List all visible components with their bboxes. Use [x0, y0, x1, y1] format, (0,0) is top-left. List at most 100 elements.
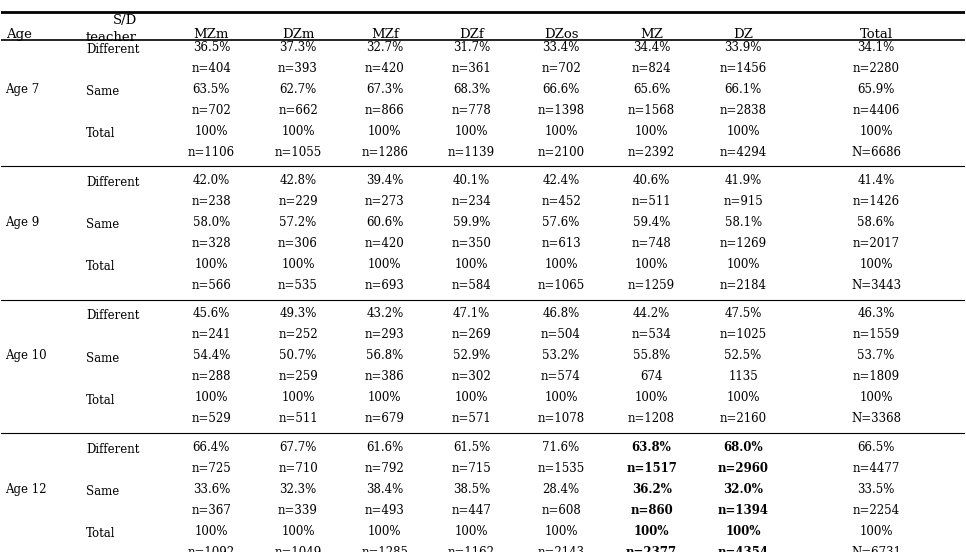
Text: 100%: 100% [194, 125, 228, 138]
Text: 100%: 100% [634, 525, 669, 538]
Text: n=571: n=571 [451, 412, 492, 426]
Text: 59.4%: 59.4% [633, 216, 670, 229]
Text: n=860: n=860 [630, 504, 673, 517]
Text: N=3368: N=3368 [851, 412, 901, 426]
Text: n=2160: n=2160 [720, 412, 767, 426]
Text: n=361: n=361 [451, 62, 492, 75]
Text: 100%: 100% [859, 391, 893, 405]
Text: n=1092: n=1092 [187, 546, 235, 552]
Text: N=3443: N=3443 [851, 279, 901, 292]
Text: n=420: n=420 [365, 62, 405, 75]
Text: 100%: 100% [544, 391, 578, 405]
Text: DZos: DZos [544, 28, 579, 41]
Text: n=702: n=702 [541, 62, 581, 75]
Text: DZf: DZf [459, 28, 484, 41]
Text: 36.5%: 36.5% [192, 41, 230, 54]
Text: 47.5%: 47.5% [724, 307, 762, 320]
Text: 100%: 100% [368, 258, 402, 271]
Text: 46.8%: 46.8% [542, 307, 580, 320]
Text: n=511: n=511 [632, 195, 671, 208]
Text: n=1809: n=1809 [852, 370, 899, 384]
Text: 56.8%: 56.8% [366, 349, 404, 363]
Text: 100%: 100% [859, 525, 893, 538]
Text: n=2254: n=2254 [852, 504, 899, 517]
Text: n=293: n=293 [365, 328, 405, 341]
Text: n=715: n=715 [451, 461, 492, 475]
Text: 40.1%: 40.1% [453, 174, 490, 187]
Text: Different: Different [86, 176, 139, 189]
Text: n=1139: n=1139 [448, 146, 495, 159]
Text: 100%: 100% [368, 391, 402, 405]
Text: 100%: 100% [455, 391, 488, 405]
Text: 100%: 100% [194, 525, 228, 538]
Text: 28.4%: 28.4% [543, 482, 580, 496]
Text: n=2017: n=2017 [852, 237, 899, 250]
Text: n=273: n=273 [365, 195, 405, 208]
Text: n=662: n=662 [278, 104, 318, 117]
Text: n=1259: n=1259 [628, 279, 675, 292]
Text: n=1398: n=1398 [537, 104, 584, 117]
Text: n=1285: n=1285 [361, 546, 409, 552]
Text: n=493: n=493 [365, 504, 405, 517]
Text: 67.3%: 67.3% [366, 83, 404, 96]
Text: n=778: n=778 [451, 104, 492, 117]
Text: 41.4%: 41.4% [858, 174, 895, 187]
Text: 62.7%: 62.7% [279, 83, 317, 96]
Text: n=574: n=574 [541, 370, 581, 384]
Text: n=4294: n=4294 [720, 146, 767, 159]
Text: Different: Different [86, 443, 139, 456]
Text: 100%: 100% [194, 258, 228, 271]
Text: n=1049: n=1049 [274, 546, 322, 552]
Text: 53.7%: 53.7% [857, 349, 895, 363]
Text: 45.6%: 45.6% [192, 307, 230, 320]
Text: n=1065: n=1065 [537, 279, 584, 292]
Text: n=1208: n=1208 [628, 412, 675, 426]
Text: teacher: teacher [86, 31, 137, 44]
Text: 68.3%: 68.3% [453, 83, 490, 96]
Text: 44.2%: 44.2% [633, 307, 670, 320]
Text: 100%: 100% [726, 125, 760, 138]
Text: 32.0%: 32.0% [724, 482, 763, 496]
Text: 60.6%: 60.6% [366, 216, 404, 229]
Text: 100%: 100% [635, 258, 668, 271]
Text: n=2100: n=2100 [537, 146, 584, 159]
Text: 58.0%: 58.0% [193, 216, 230, 229]
Text: n=1535: n=1535 [537, 461, 584, 475]
Text: n=386: n=386 [365, 370, 405, 384]
Text: n=2377: n=2377 [626, 546, 677, 552]
Text: 52.9%: 52.9% [453, 349, 490, 363]
Text: 42.0%: 42.0% [193, 174, 230, 187]
Text: 52.5%: 52.5% [724, 349, 762, 363]
Text: n=866: n=866 [365, 104, 405, 117]
Text: n=1517: n=1517 [626, 461, 677, 475]
Text: 38.5%: 38.5% [453, 482, 490, 496]
Text: 100%: 100% [635, 125, 668, 138]
Text: n=1426: n=1426 [852, 195, 899, 208]
Text: Same: Same [86, 485, 120, 498]
Text: n=2143: n=2143 [537, 546, 584, 552]
Text: n=234: n=234 [451, 195, 492, 208]
Text: 38.4%: 38.4% [366, 482, 404, 496]
Text: 66.1%: 66.1% [724, 83, 762, 96]
Text: 49.3%: 49.3% [279, 307, 317, 320]
Text: 58.6%: 58.6% [858, 216, 895, 229]
Text: 66.6%: 66.6% [542, 83, 580, 96]
Text: 50.7%: 50.7% [279, 349, 317, 363]
Text: n=420: n=420 [365, 237, 405, 250]
Text: n=710: n=710 [278, 461, 318, 475]
Text: n=238: n=238 [191, 195, 231, 208]
Text: n=535: n=535 [278, 279, 318, 292]
Text: 36.2%: 36.2% [632, 482, 671, 496]
Text: DZm: DZm [282, 28, 314, 41]
Text: n=824: n=824 [632, 62, 671, 75]
Text: n=1269: n=1269 [720, 237, 767, 250]
Text: Age 10: Age 10 [5, 349, 47, 363]
Text: n=511: n=511 [278, 412, 318, 426]
Text: 61.5%: 61.5% [453, 440, 490, 454]
Text: Total: Total [860, 28, 893, 41]
Text: 100%: 100% [544, 258, 578, 271]
Text: 42.4%: 42.4% [542, 174, 580, 187]
Text: n=350: n=350 [451, 237, 492, 250]
Text: 66.5%: 66.5% [857, 440, 895, 454]
Text: 67.7%: 67.7% [279, 440, 317, 454]
